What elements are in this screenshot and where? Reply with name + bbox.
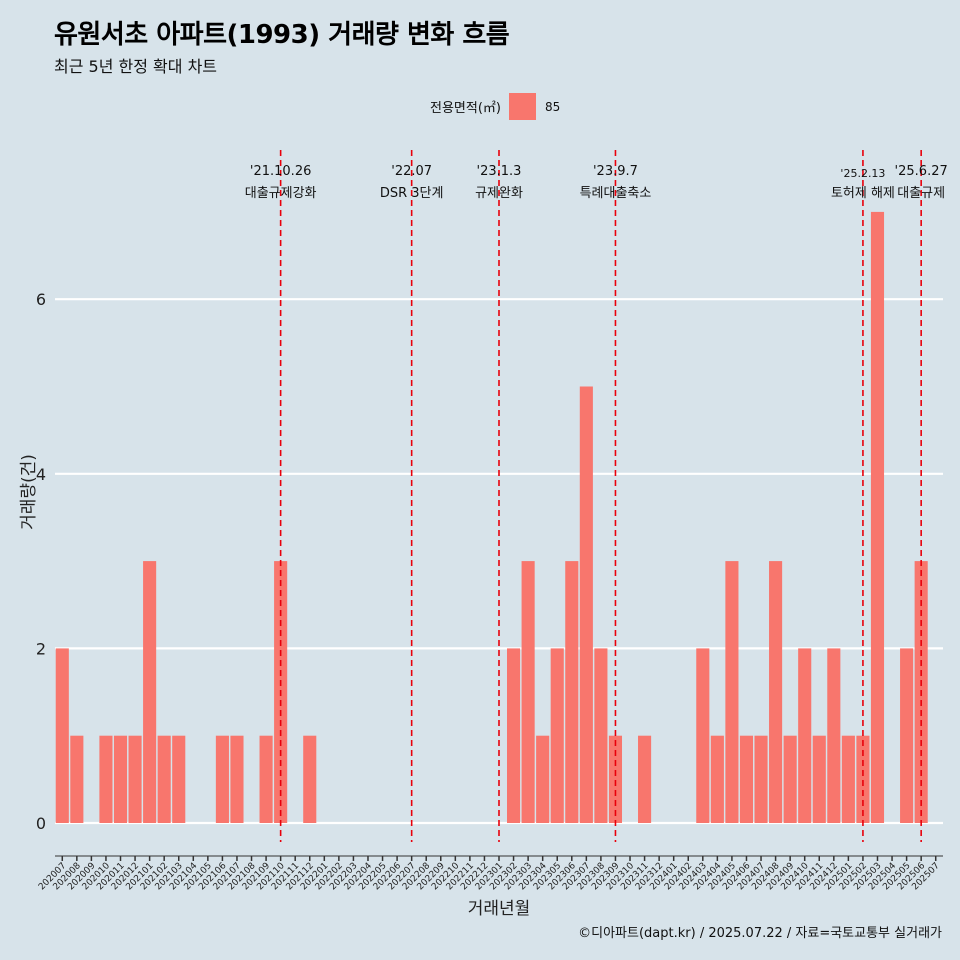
bar-202410 [798,648,812,823]
bar-202107 [230,735,244,823]
bar-202302 [507,648,521,823]
event-date-label: '22.07 [391,164,432,179]
bar-202407 [754,735,768,823]
bar-202101 [143,561,157,823]
bar-202304 [536,735,550,823]
bar-202106 [215,735,229,823]
event-name-label: 대출규제강화 [245,186,317,201]
bar-202102 [157,735,171,823]
bar-202303 [521,561,535,823]
y-tick-label: 4 [36,465,46,484]
bar-202406 [739,735,754,823]
event-name-label: 규제완화 [475,186,523,201]
bar-202412 [827,648,841,823]
bar-202405 [725,561,739,823]
chart-subtitle: 최근 5년 한정 확대 차트 [54,57,218,76]
event-date-label: '25.2.13 [840,167,885,180]
bar-202112 [303,735,317,823]
y-tick-label: 2 [36,639,46,658]
legend-title: 전용면적(㎡) [430,101,501,116]
event-date-label: '23.9.7 [593,164,638,179]
legend: 전용면적(㎡) 85 [430,93,560,120]
bar-202404 [710,735,724,823]
y-tick-label: 0 [36,814,46,833]
bar-202502 [856,735,870,823]
bar-202109 [259,735,273,823]
event-date-label: '25.6.27 [895,164,948,179]
source-caption: ©디아파트(dapt.kr) / 2025.07.22 / 자료=국토교통부 실… [578,926,942,941]
bar-202305 [550,648,564,823]
bar-202408 [769,561,783,823]
bar-202501 [841,735,855,823]
bar-202011 [113,735,128,823]
bar-202010 [99,735,113,823]
event-name-label: 특례대출축소 [580,186,652,201]
chart-title: 유원서초 아파트(1993) 거래량 변화 흐름 [54,20,510,50]
event-name-label: 대출규제 [897,186,945,201]
bar-202403 [696,648,710,823]
event-name-label: DSR 3단계 [380,186,444,201]
bar-202309 [608,735,623,823]
bar-202103 [172,735,186,823]
bar-202411 [812,735,826,823]
bar-202007 [55,648,69,823]
event-date-label: '21.10.26 [250,164,311,179]
bar-202012 [128,735,142,823]
legend-swatch [508,93,536,120]
x-axis-title: 거래년월 [468,899,531,919]
bar-202311 [638,735,652,823]
bar-202308 [594,648,608,823]
bar-202307 [579,386,593,823]
y-tick-label: 6 [36,290,46,309]
bar-202505 [900,648,914,823]
bar-202409 [783,735,797,823]
event-date-label: '23.1.3 [477,164,522,179]
legend-entry-label: 85 [544,99,561,114]
bar-202008 [70,735,84,823]
bar-202306 [565,561,579,823]
event-name-label: 토허제 해제 [831,186,895,201]
y-axis-title: 거래량(건) [19,454,39,530]
bar-202503 [870,211,885,823]
